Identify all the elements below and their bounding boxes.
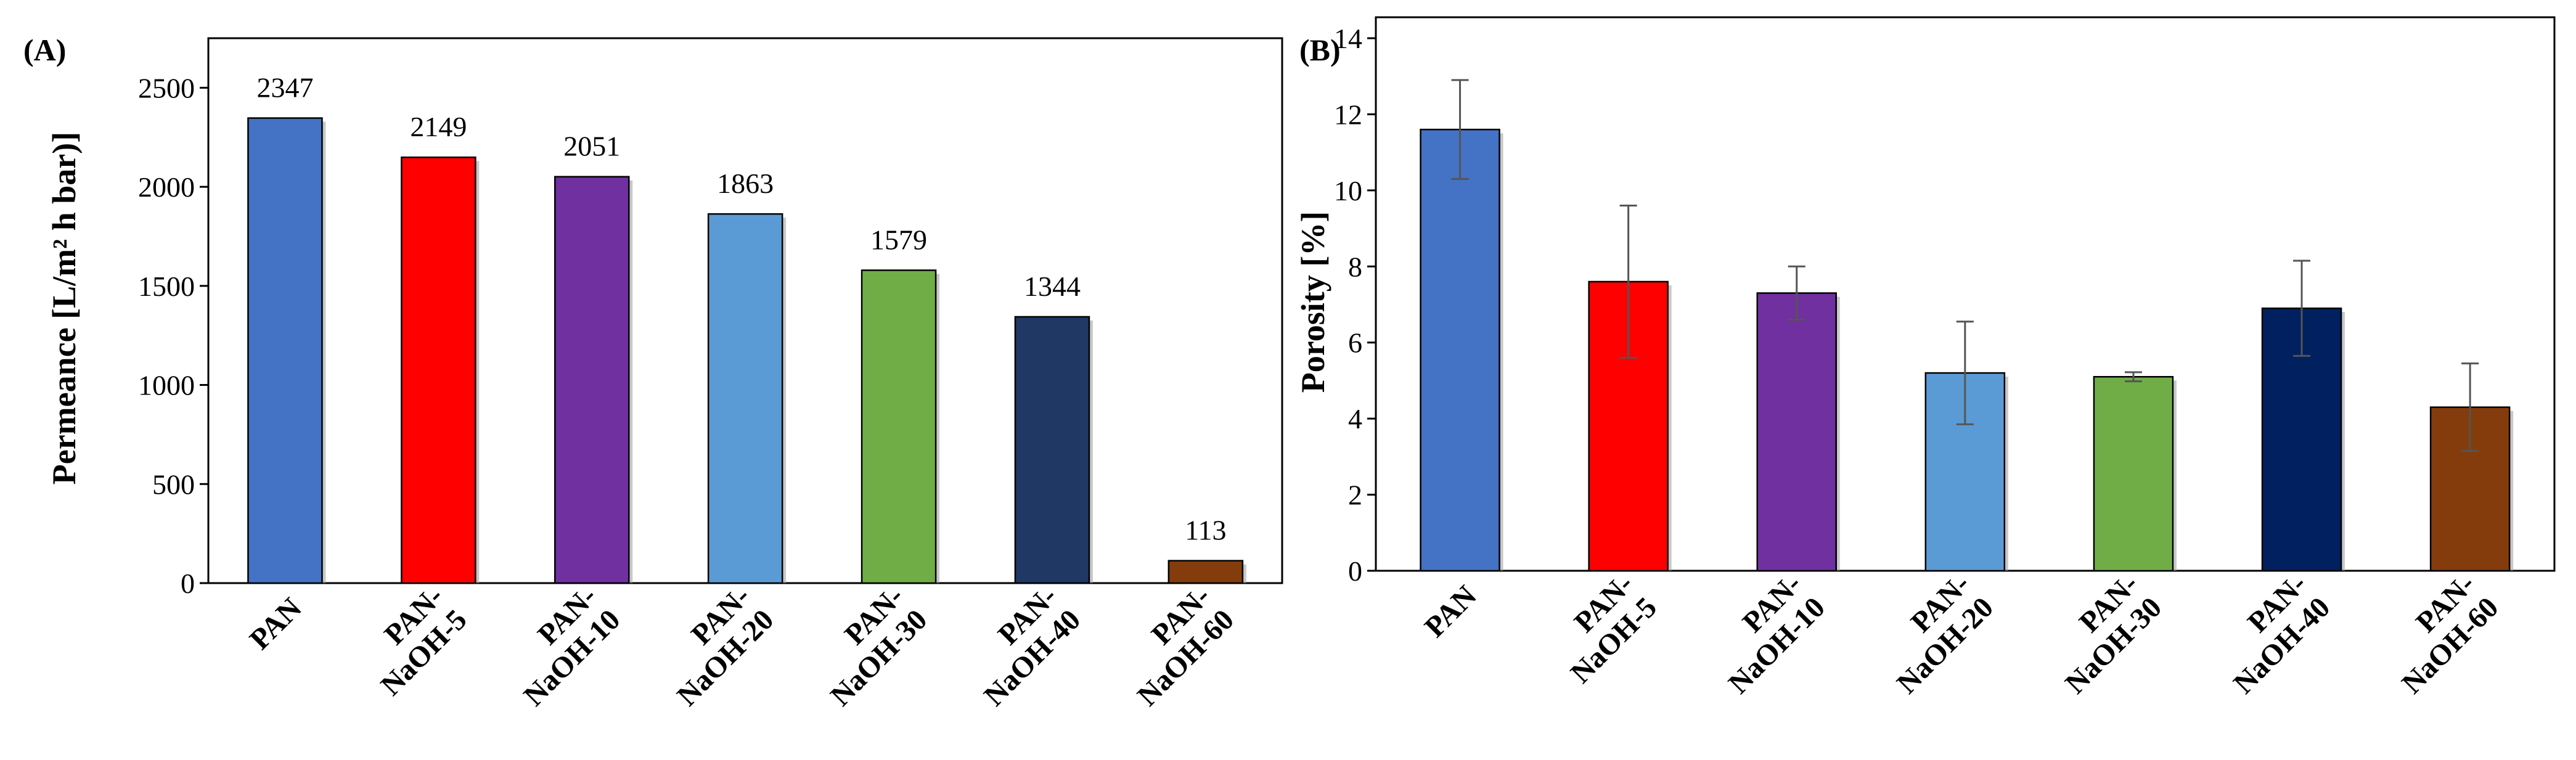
y-axis-title-a: Permeance [L/m² h bar)] (46, 132, 83, 485)
bar-3 (1756, 292, 1837, 572)
category-label: PAN (1418, 579, 1483, 644)
bar-6 (1014, 316, 1090, 584)
y-tick-label: 2500 (138, 72, 195, 104)
category-label: PAN-NaOH-20 (647, 580, 780, 713)
y-tick-label: 14 (1334, 23, 1362, 54)
data-label: 1863 (717, 168, 774, 199)
y-tick-label: 0 (1348, 555, 1362, 587)
category-label: PAN-NaOH-5 (1541, 568, 1663, 690)
category-label: PAN-NaOH-10 (1699, 568, 1831, 700)
y-tick-label: 6 (1348, 327, 1362, 359)
y-tick-label: 2000 (138, 171, 195, 203)
y-axis-title-b: Porosity [%] (1294, 211, 1331, 393)
panel-label-a: (A) (23, 33, 66, 67)
category-label: PAN-NaOH-60 (1108, 580, 1240, 713)
bar-1 (1420, 128, 1500, 572)
category-label: PAN-NaOH-30 (801, 580, 933, 713)
bar-4 (707, 213, 783, 584)
y-tick-label: 2 (1348, 480, 1362, 511)
data-label: 1344 (1024, 271, 1081, 302)
data-label: 2051 (563, 131, 620, 162)
data-label: 2149 (410, 111, 467, 142)
y-tick-label: 500 (152, 468, 195, 500)
data-label: 113 (1185, 515, 1226, 546)
y-tick-label: 1000 (138, 370, 195, 401)
category-label: PAN-NaOH-5 (351, 580, 473, 702)
category-label: PAN-NaOH-40 (2204, 568, 2336, 700)
category-label: PAN-NaOH-30 (2035, 568, 2168, 700)
data-label: 1579 (870, 224, 927, 255)
y-tick-label: 8 (1348, 251, 1362, 282)
bar-1 (247, 117, 323, 584)
category-label: PAN-NaOH-60 (2372, 568, 2504, 700)
category-label: PAN (243, 591, 308, 656)
category-label-line: PAN (243, 591, 308, 656)
category-label: PAN-NaOH-20 (1867, 568, 2000, 700)
y-tick-label: 0 (181, 568, 195, 599)
porosity-chart: (B) Porosity [%] 0 2 4 6 8 10 12 14 PAN PAN-NaOH… (1294, 16, 2556, 700)
permeance-chart: (A) Permeance [L/m² h bar)] 0 500 1000 1500… (23, 33, 1283, 713)
panel-label-b: (B) (1299, 33, 1341, 67)
category-label-line: PAN (1418, 579, 1483, 644)
category-label: PAN-NaOH-10 (494, 580, 626, 713)
y-tick-label: 10 (1334, 175, 1362, 206)
bar-5 (861, 269, 937, 584)
bar-2 (401, 156, 476, 584)
y-tick-label: 1500 (138, 271, 195, 302)
bar-3 (554, 176, 630, 584)
data-label: 2347 (256, 72, 313, 104)
y-tick-label: 4 (1348, 403, 1362, 435)
y-tick-label: 12 (1334, 99, 1362, 130)
bar-7 (1167, 560, 1244, 584)
category-label: PAN-NaOH-40 (954, 580, 1087, 713)
bar-5 (2093, 376, 2174, 572)
